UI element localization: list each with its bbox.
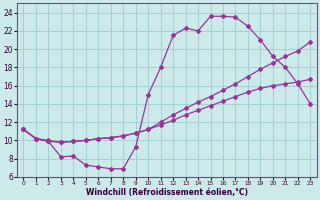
X-axis label: Windchill (Refroidissement éolien,°C): Windchill (Refroidissement éolien,°C) [86, 188, 248, 197]
